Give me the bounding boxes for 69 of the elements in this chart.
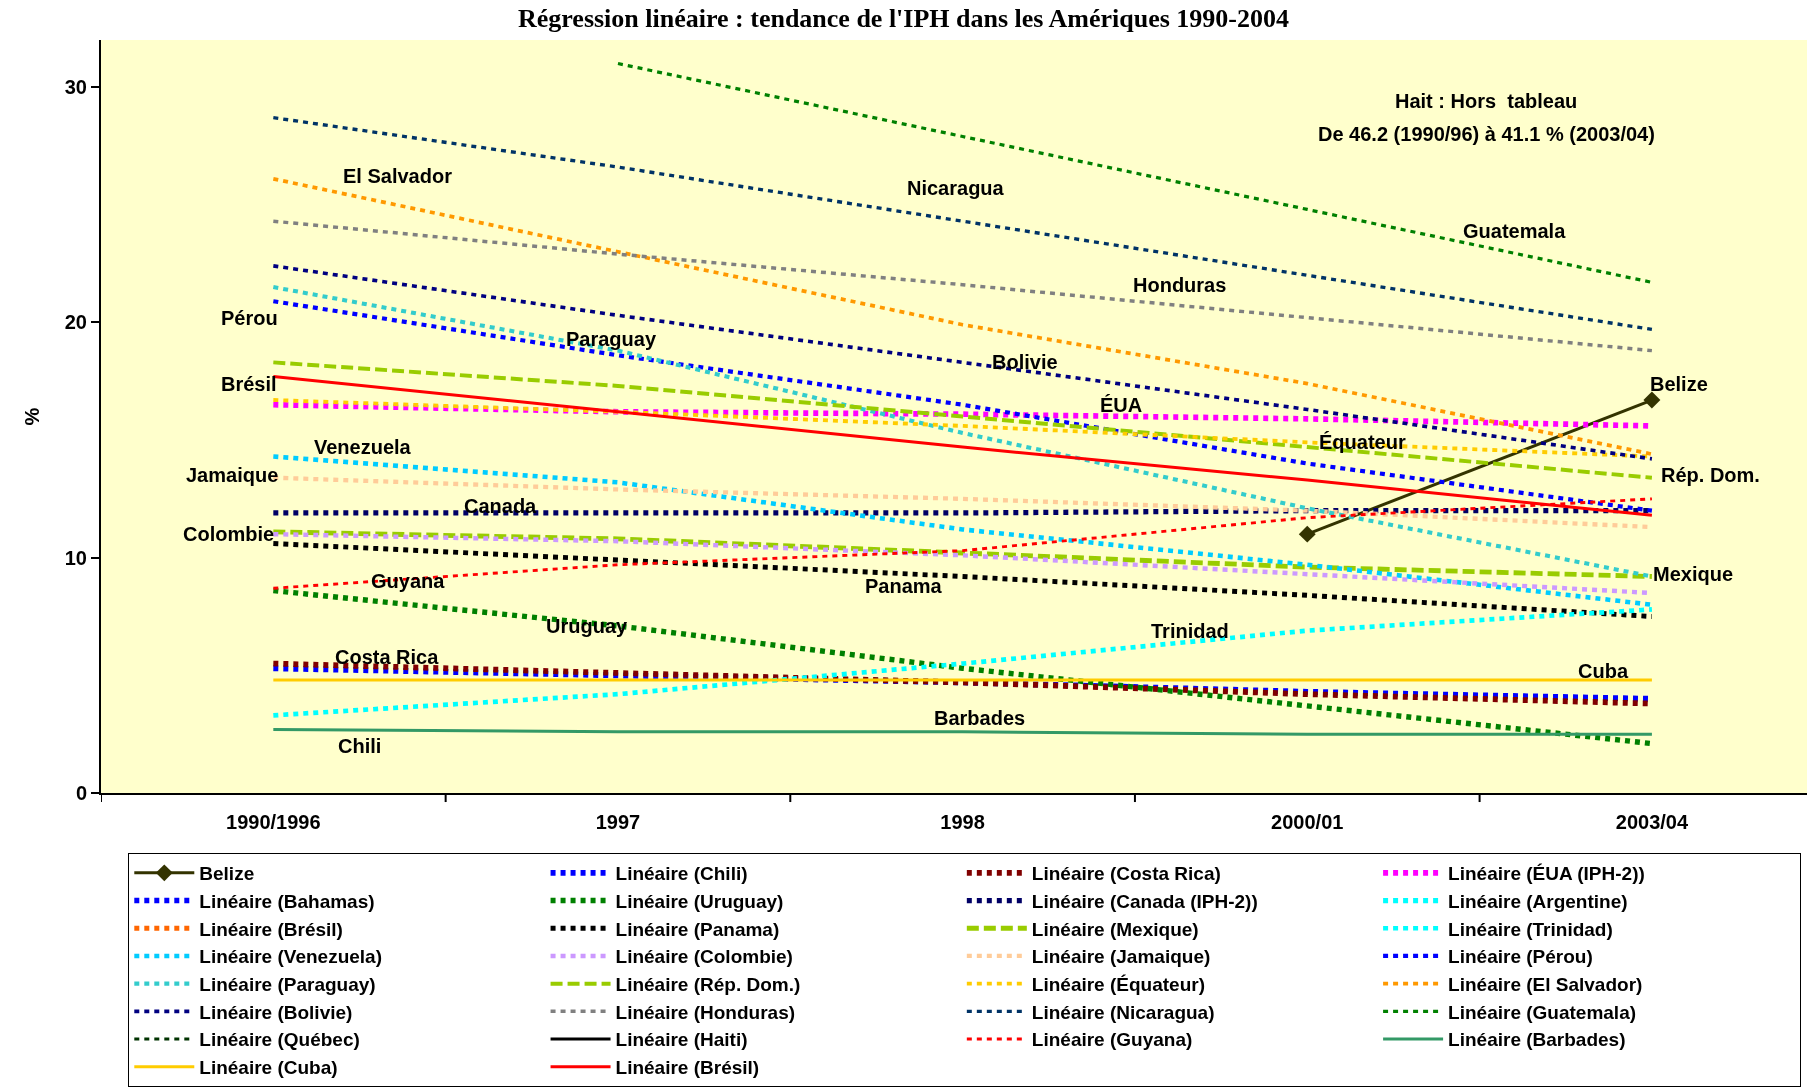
annotation: Chili (338, 735, 382, 757)
legend-label: Linéaire (Guatemala) (1448, 1001, 1637, 1023)
legend-label: Linéaire (Venezuela) (199, 946, 382, 968)
legend-label: Linéaire (Mexique) (1031, 918, 1199, 940)
legend-label: Linéaire (Bahamas) (199, 890, 375, 912)
legend-label: Linéaire (Rép. Dom.) (615, 974, 801, 996)
annotation: Guyana (371, 570, 446, 592)
chart-title: Régression linéaire : tendance de l'IPH dans les Amériques 1990-2004 (517, 3, 1290, 33)
x-tick-label: 1990/1996 (226, 811, 321, 833)
annotation: Brésil (221, 373, 277, 395)
annotation: Honduras (1133, 274, 1227, 296)
x-tick-label: 1998 (940, 811, 985, 833)
legend-label: Linéaire (Équateur) (1031, 974, 1205, 996)
y-tick-label: 30 (64, 76, 87, 99)
x-tick-label: 1997 (595, 811, 641, 833)
legend-label: Linéaire (Haiti) (615, 1029, 748, 1051)
legend-label: Linéaire (Panama) (615, 918, 780, 940)
legend-label: Linéaire (ÉUA (IPH-2)) (1448, 863, 1645, 885)
y-tick-label: 0 (75, 782, 87, 804)
annotation: Uruguay (546, 615, 628, 637)
legend-label: Linéaire (Québec) (199, 1029, 360, 1051)
annotation: Bolivie (992, 351, 1058, 373)
x-tick-label: 2003/04 (1615, 811, 1689, 833)
legend-label: Linéaire (Honduras) (615, 1001, 796, 1023)
annotation: Belize (1650, 373, 1708, 395)
annotation: ÉUA (1100, 394, 1143, 416)
legend-label: Linéaire (Canada (IPH-2)) (1031, 890, 1258, 912)
annotation: Hait : Hors tableau (1395, 90, 1578, 112)
legend-label: Linéaire (Bolivie) (199, 1001, 353, 1023)
legend-label: Linéaire (Chili) (615, 863, 748, 885)
x-tick-label: 2000/01 (1271, 811, 1344, 833)
legend-label: Linéaire (Nicaragua) (1031, 1001, 1215, 1023)
annotation: Canada (464, 495, 538, 517)
legend-label: Linéaire (El Salvador) (1448, 974, 1643, 996)
legend-label: Linéaire (Trinidad) (1448, 918, 1613, 940)
legend-label: Linéaire (Pérou) (1448, 946, 1593, 968)
annotation: Colombie (183, 523, 275, 545)
annotation: Jamaique (186, 464, 279, 486)
legend-label: Belize (199, 863, 255, 885)
y-tick-label: 20 (64, 311, 87, 334)
legend-label: Linéaire (Uruguay) (615, 890, 784, 912)
annotation: Nicaragua (907, 177, 1005, 199)
annotation: Guatemala (1463, 220, 1567, 242)
annotation: El Salvador (343, 165, 453, 187)
y-tick-label: 10 (64, 546, 87, 569)
legend-label: Linéaire (Paraguay) (199, 974, 376, 996)
y-axis-title: % (20, 407, 43, 426)
annotation: Mexique (1653, 563, 1734, 585)
annotation: Trinidad (1151, 620, 1229, 642)
legend-label: Linéaire (Brésil) (615, 1057, 760, 1079)
legend-label: Linéaire (Jamaique) (1031, 946, 1211, 968)
annotation: Paraguay (566, 328, 657, 350)
legend-label: Linéaire (Barbades) (1448, 1029, 1626, 1051)
annotation: Équateur (1319, 431, 1406, 453)
annotation: Rép. Dom. (1661, 464, 1760, 486)
annotation: De 46.2 (1990/96) à 41.1 % (2003/04) (1318, 123, 1655, 145)
legend-label: Linéaire (Colombie) (615, 946, 793, 968)
annotation: Barbades (934, 707, 1026, 729)
annotation: Panama (865, 575, 943, 597)
legend-label: Linéaire (Cuba) (199, 1057, 338, 1079)
annotation: Costa Rica (335, 646, 440, 668)
annotation: Cuba (1578, 660, 1629, 682)
legend-label: Linéaire (Guyana) (1031, 1029, 1193, 1051)
annotation: Pérou (221, 307, 278, 329)
legend-label: Linéaire (Costa Rica) (1031, 863, 1221, 885)
line-series (270, 541, 1655, 619)
legend-label: Linéaire (Brésil) (199, 918, 343, 940)
legend-label: Linéaire (Argentine) (1448, 890, 1628, 912)
annotation: Venezuela (314, 436, 412, 458)
